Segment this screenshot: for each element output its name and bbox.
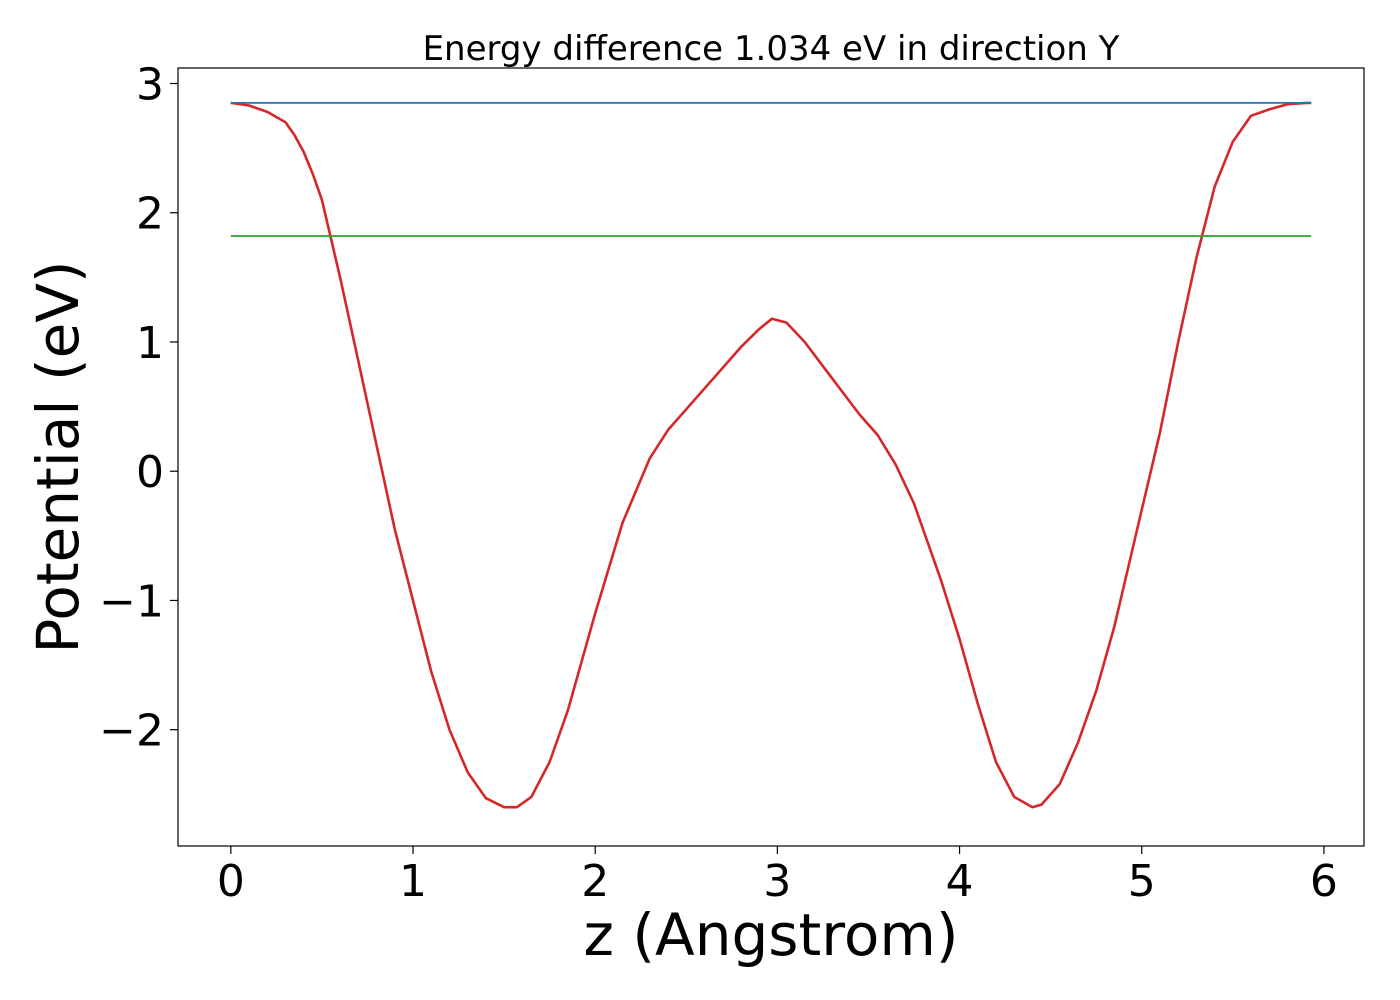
y-tick-label: 3 <box>136 60 164 111</box>
plot-lines <box>230 101 1312 809</box>
y-tick-label: 0 <box>136 447 164 498</box>
x-tick-label: 5 <box>1128 856 1156 907</box>
series-line-0 <box>230 101 1312 809</box>
y-axis-label: Potential (eV) <box>24 260 92 653</box>
chart-title: Energy difference 1.034 eV in direction … <box>423 29 1120 69</box>
x-tick-label: 4 <box>946 856 974 907</box>
x-axis-label: z (Angstrom) <box>584 901 959 969</box>
y-tick-label: 2 <box>136 189 164 240</box>
y-tick-label: 1 <box>136 318 164 369</box>
x-tick-label: 0 <box>217 856 245 907</box>
y-tick-label: −1 <box>99 576 164 627</box>
y-axis-ticks: −2 −1 0 1 2 3 <box>99 60 178 757</box>
x-axis-ticks: 0 1 2 3 4 5 6 <box>217 846 1338 907</box>
x-tick-label: 6 <box>1310 856 1338 907</box>
x-tick-label: 3 <box>763 856 791 907</box>
y-tick-label: −2 <box>99 706 164 757</box>
x-tick-label: 2 <box>581 856 609 907</box>
plot-frame <box>177 67 1365 847</box>
x-tick-label: 1 <box>399 856 427 907</box>
